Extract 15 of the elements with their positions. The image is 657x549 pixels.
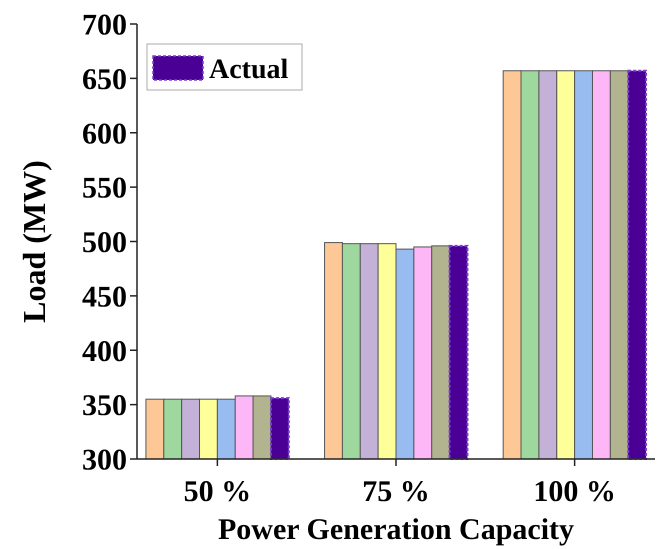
y-tick-label: 650 bbox=[82, 62, 127, 96]
y-tick-label: 500 bbox=[82, 226, 127, 259]
x-tick-label: 50 % bbox=[184, 475, 252, 508]
legend-label: Actual bbox=[209, 54, 289, 85]
x-tick-label: 75 % bbox=[362, 475, 430, 508]
x-tick-label: 100 % bbox=[533, 475, 616, 508]
y-axis-title: Load (MW) bbox=[16, 160, 52, 323]
y-tick-label: 300 bbox=[82, 444, 127, 476]
y-tick-label: 400 bbox=[82, 334, 127, 368]
y-tick-label: 550 bbox=[82, 172, 127, 205]
x-axis-title: Power Generation Capacity bbox=[218, 513, 574, 546]
y-tick-label: 600 bbox=[82, 117, 127, 150]
y-tick-label: 700 bbox=[82, 8, 127, 42]
y-tick-label: 350 bbox=[82, 389, 127, 422]
y-tick-label: 450 bbox=[82, 280, 127, 314]
